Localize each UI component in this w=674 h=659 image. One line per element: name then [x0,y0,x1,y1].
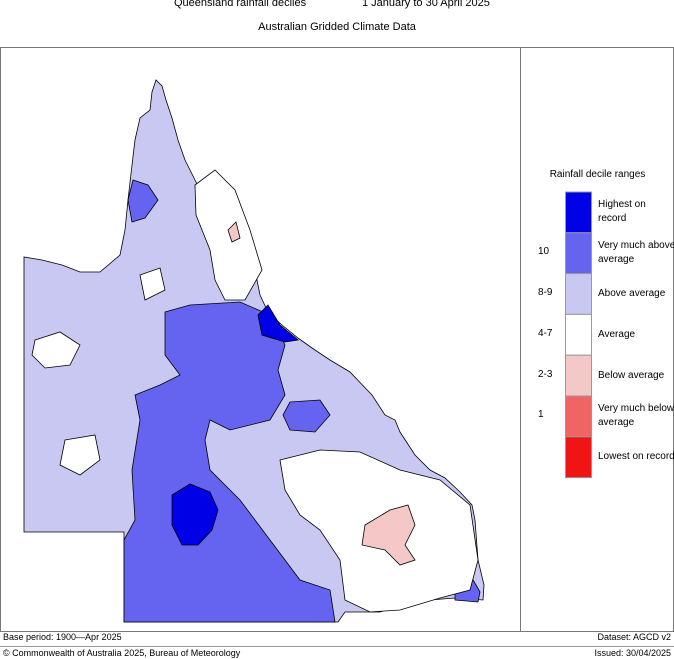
average [59,434,101,476]
above-average-10 [127,179,159,223]
above-average-10 [123,301,336,623]
copyright: © Commonwealth of Australia 2025, Bureau… [3,648,241,658]
legend-label: Below average [598,369,665,381]
legend-swatch [565,232,592,275]
legend-label: Lowest on record [598,451,674,463]
legend-range: 4-7 [538,327,553,339]
title: Queensland rainfall deciles [174,0,307,9]
legend-label: Highest on record [598,199,646,225]
legend-label: Above average [598,288,666,299]
legend-swatch [565,354,592,397]
average [194,169,263,301]
legend-label: Very much below average [598,403,674,429]
legend-range: 1 [538,409,544,421]
average [31,331,81,369]
legend-range: 2-3 [538,368,553,380]
legend-label: Average [598,328,636,340]
above-average-10 [282,399,331,433]
legend-swatch [565,395,592,438]
dataset: Dataset: AGCD v2 [597,632,671,642]
issued: Issued: 30/04/2025 [594,648,671,658]
legend [565,191,592,479]
legend-swatch [565,313,592,356]
legend-swatch [565,273,592,315]
subtitle: Australian Gridded Climate Data [258,21,416,33]
legend-swatch [565,191,592,234]
legend-range: 8-9 [538,287,553,298]
highest-on-record [171,483,219,546]
average [139,267,166,301]
below-average [227,221,241,243]
legend-title: Rainfall decile ranges [549,169,646,180]
below-average [361,504,416,566]
period: 1 January to 30 April 2025 [362,0,490,9]
queensland-map [23,79,485,623]
legend-label: Very much above average [598,240,674,266]
base-period: Base period: 1900—Apr 2025 [3,632,122,642]
highest-on-record [257,304,299,343]
legend-range: 10 [538,246,550,258]
legend-swatch [565,436,592,479]
